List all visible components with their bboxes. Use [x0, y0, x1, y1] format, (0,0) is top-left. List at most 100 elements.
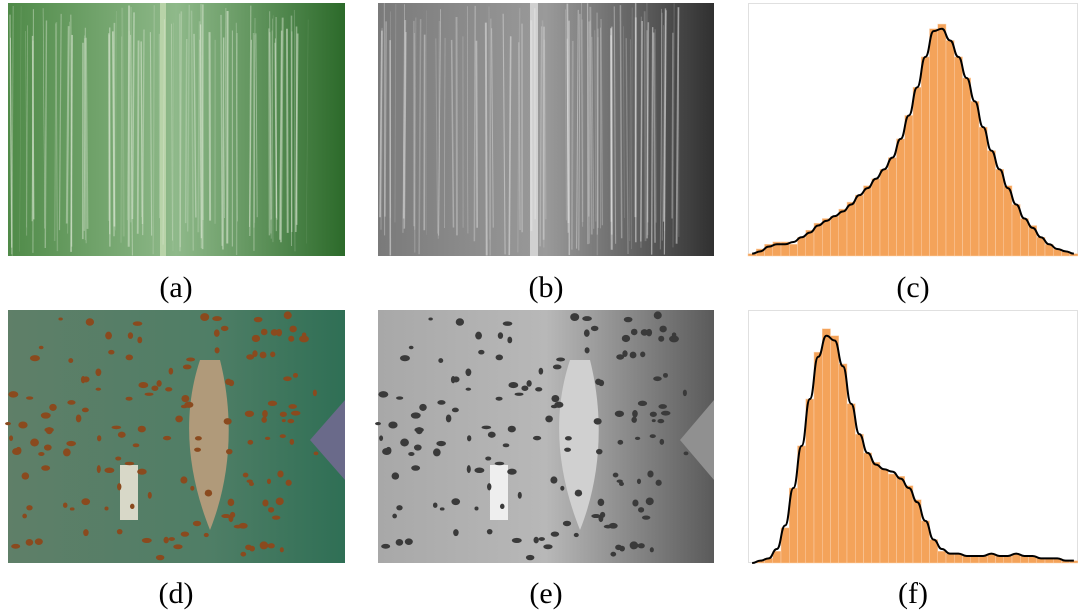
lesion-spot — [213, 329, 220, 337]
lesion-spot — [40, 412, 51, 419]
histogram-bar — [879, 469, 889, 564]
lesion-spot — [466, 465, 471, 474]
lesion-spot — [599, 511, 606, 518]
texture-streak — [279, 17, 284, 243]
texture-streak — [269, 11, 272, 234]
texture-streak — [502, 13, 506, 255]
texture-streak — [631, 7, 633, 250]
lesion-spot — [299, 335, 309, 343]
histogram-bar — [995, 169, 1004, 257]
lesion-spot — [287, 418, 295, 424]
lesion-spot — [682, 389, 687, 397]
texture-streak — [306, 19, 309, 244]
lesion-spot — [382, 448, 392, 456]
histogram-bar — [822, 328, 831, 564]
texture-streak — [85, 37, 89, 229]
lesion-spot — [502, 321, 513, 326]
lesion-spot — [507, 425, 516, 433]
lesion-spot — [221, 513, 231, 519]
leaf-photo — [8, 3, 345, 256]
lesion-spot — [75, 414, 82, 423]
lesion-spot — [419, 403, 427, 411]
lesion-spot — [267, 543, 275, 549]
lesion-spot — [653, 311, 662, 320]
lesion-spot — [180, 531, 190, 537]
texture-streak — [489, 18, 492, 256]
texture-streak — [31, 40, 34, 222]
lesion-spot — [439, 507, 445, 511]
texture-streak — [491, 28, 494, 228]
texture-streak — [384, 21, 387, 217]
lesion-spot — [659, 438, 665, 445]
lesion-spot — [279, 411, 287, 417]
lesion-spot — [129, 503, 135, 509]
lesion-spot — [259, 541, 269, 550]
lesion-spot — [132, 321, 143, 326]
texture-streak — [402, 4, 405, 233]
lesion-spot — [95, 387, 102, 391]
panel-label: (f) — [898, 577, 928, 610]
texture-streak — [121, 7, 125, 237]
lesion-spot — [487, 431, 496, 438]
lesion-spot — [450, 376, 456, 384]
lesion-spot — [165, 387, 173, 392]
lesion-spot — [247, 439, 254, 445]
lesion-spot — [226, 448, 233, 455]
lesion-spot — [637, 400, 648, 407]
lesion-spot — [58, 317, 63, 321]
texture-streak — [248, 5, 252, 227]
lesion-spot — [379, 435, 384, 441]
density-curve — [752, 27, 1074, 255]
lesion-spot — [574, 489, 583, 497]
texture-streak — [594, 30, 597, 222]
lesion-spot — [481, 425, 492, 430]
lesion-spot — [538, 367, 544, 375]
lesion-spot — [279, 547, 284, 553]
lesion-spot — [262, 499, 269, 507]
lesion-spot — [453, 529, 459, 537]
texture-streak — [517, 7, 521, 253]
texture-streak — [42, 8, 46, 229]
lesion-spot — [603, 524, 613, 529]
lesion-spot — [290, 410, 301, 416]
texture-streak — [437, 20, 441, 239]
lesion-spot — [108, 349, 115, 355]
histogram-bar — [888, 157, 897, 257]
lesion-spot — [495, 396, 503, 401]
lesion-spot — [288, 335, 295, 342]
lesion-spot — [551, 394, 560, 403]
histogram-bar — [921, 56, 930, 257]
lesion-spot — [69, 507, 75, 511]
lesion-spot — [268, 507, 275, 513]
histogram-bar — [871, 462, 881, 564]
histogram-bar — [978, 126, 988, 257]
lesion-spot — [12, 448, 22, 456]
lesion-spot — [623, 316, 633, 323]
histogram-bar — [813, 351, 823, 564]
lesion-spot — [312, 389, 317, 397]
lesion-spot — [124, 461, 135, 466]
texture-streak — [379, 30, 383, 218]
histogram-bar — [954, 56, 963, 257]
lesion-spot — [163, 536, 169, 544]
texture-streak — [403, 31, 407, 229]
texture-streak — [600, 19, 604, 226]
texture-streak — [646, 30, 649, 223]
histogram-bar — [937, 23, 947, 257]
lesion-spot — [478, 349, 485, 355]
lesion-spot — [556, 357, 566, 362]
lesion-spot — [474, 506, 479, 511]
texture-streak — [83, 38, 86, 241]
lesion-spot — [127, 332, 134, 339]
lesion-spot — [414, 427, 424, 433]
texture-streak — [508, 36, 512, 256]
lesion-spot — [180, 476, 188, 484]
lesion-spot — [392, 513, 397, 519]
lesion-spot — [270, 329, 279, 336]
lesion-spot — [598, 379, 605, 387]
histogram-bar — [838, 363, 848, 564]
texture-streak — [596, 37, 599, 256]
lesion-spot — [251, 334, 261, 343]
lesion-spot — [591, 513, 601, 519]
lesion-spot — [26, 396, 34, 400]
